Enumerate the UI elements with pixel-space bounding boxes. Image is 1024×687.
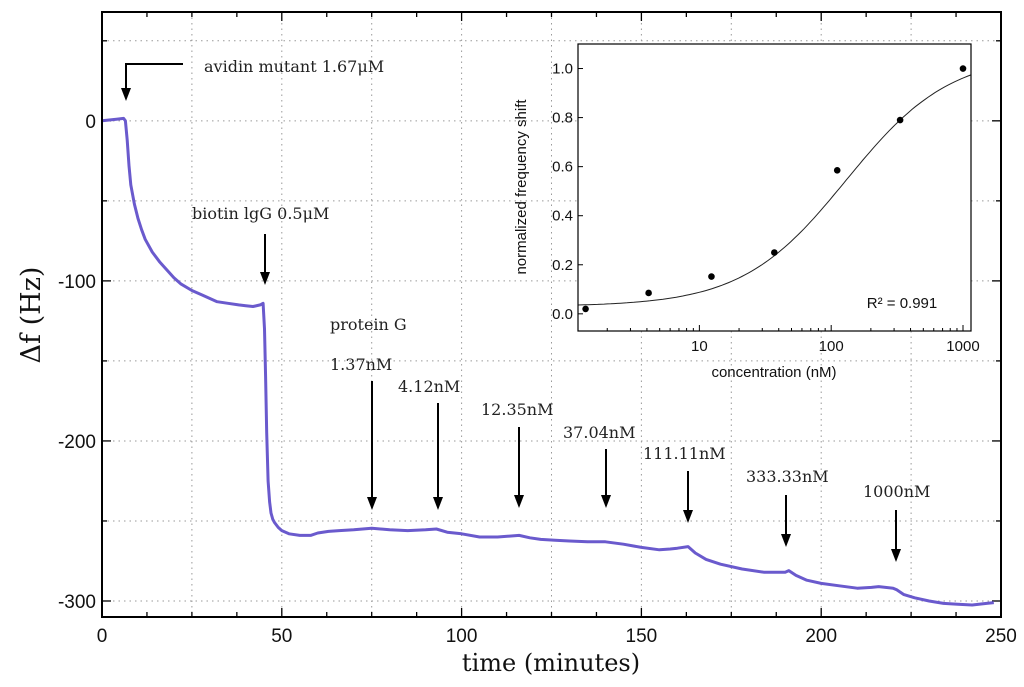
arrow-head xyxy=(121,88,131,101)
inset-data-point xyxy=(771,249,778,256)
inset-x-tick-label: 10 xyxy=(691,338,708,355)
arrow-head xyxy=(601,495,611,508)
inset-y-tick-label: 0.2 xyxy=(552,257,573,274)
main-y-tick-label: -100 xyxy=(58,272,96,293)
main-y-tick-label: -300 xyxy=(58,592,96,613)
arrow-avidin xyxy=(125,63,183,88)
annotation-concentration: 12.35nM xyxy=(481,400,554,419)
main-x-tick-label: 100 xyxy=(446,626,478,647)
inset-y-tick-label: 0.8 xyxy=(552,110,573,127)
frequency-shift-line xyxy=(101,116,994,607)
inset-y-tick-label: 0.4 xyxy=(552,208,573,225)
main-y-tick-label: 0 xyxy=(85,112,96,133)
main-x-tick-label: 150 xyxy=(626,626,658,647)
annotation-concentration: 1.37nM xyxy=(330,355,392,374)
arrow-head xyxy=(891,549,901,562)
annotation-concentration: 1000nM xyxy=(863,482,930,501)
annotation-biotin: biotin lgG 0.5μM xyxy=(192,204,329,223)
inset-y-tick-label: 0.0 xyxy=(552,306,573,323)
inset-x-axis-label: concentration (nM) xyxy=(711,364,836,381)
inset-plot: 10 100 1000 0.0 0.2 0.4 0.6 0.8 1.0 concentratio… xyxy=(513,43,980,381)
inset-background xyxy=(578,44,971,331)
annotation-avidin: avidin mutant 1.67μM xyxy=(204,57,384,76)
main-x-tick-label: 250 xyxy=(985,626,1017,647)
inset-data-point xyxy=(959,65,967,72)
annotation-concentration: 4.12nM xyxy=(398,377,460,396)
inset-data-point xyxy=(582,305,589,313)
main-plot: 0 50 100 150 200 250 0 -100 -200 -300 avidin muta… xyxy=(16,11,1017,677)
main-ticks: 0 50 100 150 200 250 0 -100 -200 -300 xyxy=(58,12,1017,647)
inset-x-tick-label: 100 xyxy=(819,338,844,355)
arrow-head xyxy=(433,497,443,510)
arrow-head xyxy=(683,510,693,523)
main-x-tick-label: 0 xyxy=(97,626,108,647)
inset-y-axis-label: normalized frequency shift xyxy=(513,99,530,275)
inset-plot-frame xyxy=(577,43,972,332)
inset-y-tick-label: 0.6 xyxy=(552,159,573,176)
main-x-tick-label: 50 xyxy=(271,626,292,647)
inset-x-tick-label: 1000 xyxy=(946,338,979,355)
inset-y-tick-label: 1.0 xyxy=(552,61,573,78)
annotation-concentration: 111.11nM xyxy=(643,444,726,463)
arrow-head xyxy=(781,534,791,547)
annotation-concentration: 333.33nM xyxy=(746,467,829,486)
main-x-tick-label: 200 xyxy=(805,626,837,647)
arrow-head xyxy=(367,497,377,510)
inset-data-point xyxy=(708,273,715,280)
annotation-protein-g: protein G xyxy=(330,315,407,334)
inset-points xyxy=(582,65,967,313)
annotation-concentration: 37.04nM xyxy=(563,423,636,442)
main-y-tick-label: -200 xyxy=(58,432,96,453)
arrow-head xyxy=(260,272,270,285)
inset-data-point xyxy=(896,116,904,124)
main-plot-frame xyxy=(101,11,1002,618)
inset-ticks: 10 100 1000 0.0 0.2 0.4 0.6 0.8 1.0 xyxy=(552,61,980,355)
inset-data-point xyxy=(645,289,652,297)
inset-data-point xyxy=(833,167,841,174)
r-squared-label: R² = 0.991 xyxy=(867,295,937,312)
main-annotations: avidin mutant 1.67μM biotin lgG 0.5μM prot… xyxy=(121,57,930,562)
main-x-axis-label: time (minutes) xyxy=(462,649,640,677)
arrow-head xyxy=(514,495,524,508)
main-y-axis-label: Δf (Hz) xyxy=(16,267,47,364)
